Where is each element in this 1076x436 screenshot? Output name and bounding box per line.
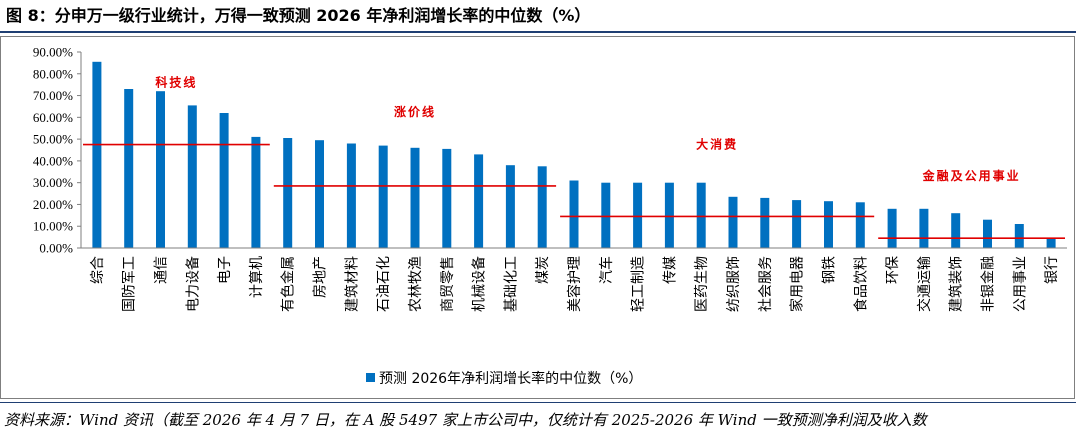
x-tick-label: 家用电器 xyxy=(789,256,806,312)
bar xyxy=(569,180,579,248)
source-note: 资料来源：Wind 资讯（截至 2026 年 4 月 7 日，在 A 股 549… xyxy=(4,411,927,429)
x-tick-label: 银行 xyxy=(1044,256,1060,284)
y-tick-label: 20.00% xyxy=(33,197,73,212)
x-tick-label: 商贸零售 xyxy=(440,256,456,312)
bar xyxy=(728,196,738,248)
x-tick-label: 轻工制造 xyxy=(631,256,647,312)
bar xyxy=(124,89,134,248)
bar xyxy=(887,208,897,248)
y-tick-label: 70.00% xyxy=(33,88,73,103)
bar xyxy=(474,154,484,248)
bar xyxy=(1014,224,1024,248)
bar xyxy=(760,197,770,248)
bar xyxy=(983,219,992,248)
bar xyxy=(537,166,547,248)
bar xyxy=(315,140,324,248)
x-tick-label: 电力设备 xyxy=(184,256,201,312)
x-tick-label: 石油石化 xyxy=(376,256,392,312)
x-tick-label: 基础化工 xyxy=(502,256,519,312)
x-tick-label: 房地产 xyxy=(313,256,329,298)
bar xyxy=(696,182,706,248)
bar xyxy=(951,213,961,248)
chart-frame xyxy=(0,36,1075,399)
x-axis: 综合 国防军工 通信 电力设备 电子 计算机 有色金属 房地产 建筑材料 石油石化 农林牧渔 商贸零售… xyxy=(81,247,1067,312)
x-tick-label: 建筑材料 xyxy=(344,256,360,312)
bar xyxy=(601,182,611,248)
y-tick-label: 10.00% xyxy=(33,219,73,234)
bar xyxy=(442,148,452,248)
x-tick-label: 建筑装饰 xyxy=(949,256,965,312)
y-tick-label: 90.00% xyxy=(33,45,73,60)
bar xyxy=(792,200,802,248)
x-tick-label: 通信 xyxy=(154,256,170,284)
x-tick-label: 纺织服饰 xyxy=(726,256,742,312)
bar xyxy=(187,105,197,249)
x-tick-label: 计算机 xyxy=(249,256,265,298)
x-tick-label: 电子 xyxy=(217,256,233,284)
reference-line-label: 金融及公用事业 xyxy=(922,168,1021,183)
x-tick-label: 综合 xyxy=(90,256,106,284)
x-tick-label: 汽车 xyxy=(598,256,615,284)
bar xyxy=(505,165,515,248)
reference-line-label: 涨价线 xyxy=(394,104,436,119)
bars xyxy=(92,61,1056,249)
title-divider xyxy=(0,31,1076,33)
x-tick-label: 交通运输 xyxy=(916,256,933,312)
bar xyxy=(1046,238,1056,248)
x-tick-label: 机械设备 xyxy=(471,256,488,312)
y-tick-label: 60.00% xyxy=(33,110,73,125)
bar xyxy=(855,202,865,248)
reference-line-label: 科技线 xyxy=(155,75,197,90)
x-tick-label: 煤炭 xyxy=(535,256,551,284)
reference-line-label: 大消费 xyxy=(696,136,738,151)
x-tick-label: 非银金融 xyxy=(981,256,997,312)
x-tick-label: 社会服务 xyxy=(758,256,774,312)
x-tick-label: 食品饮料 xyxy=(852,256,869,312)
bar xyxy=(92,61,102,248)
x-tick-label: 钢铁 xyxy=(822,256,838,284)
bar xyxy=(378,145,388,248)
y-tick-label: 50.00% xyxy=(33,132,73,147)
bar xyxy=(410,147,420,248)
bar xyxy=(633,182,643,248)
legend-label: 预测 2026年净利润增长率的中位数（%） xyxy=(379,370,642,387)
y-tick-label: 30.00% xyxy=(33,175,73,190)
legend-swatch xyxy=(366,373,375,382)
x-tick-label: 农林牧渔 xyxy=(408,256,424,312)
y-tick-label: 40.00% xyxy=(33,153,73,168)
bar xyxy=(824,201,833,248)
bar xyxy=(251,136,261,248)
x-tick-label: 环保 xyxy=(885,256,901,284)
x-tick-label: 传媒 xyxy=(662,256,678,284)
bar xyxy=(156,91,165,248)
bar xyxy=(664,182,674,248)
bar-chart: 0.00% 10.00% 20.00% 30.00% 40.00% 50.00% 60.00… xyxy=(33,45,1067,387)
x-tick-label: 有色金属 xyxy=(280,256,297,312)
bar xyxy=(219,113,229,248)
source-divider xyxy=(0,402,1076,403)
y-axis: 0.00% 10.00% 20.00% 30.00% 40.00% 50.00% 60.00… xyxy=(33,45,82,256)
legend: 预测 2026年净利润增长率的中位数（%） xyxy=(366,370,642,387)
x-tick-label: 公用事业 xyxy=(1012,256,1028,312)
x-tick-label: 国防军工 xyxy=(122,256,138,312)
y-tick-label: 80.00% xyxy=(33,66,73,81)
figure-title: 图 8：分申万一级行业统计，万得一致预测 2026 年净利润增长率的中位数（%） xyxy=(6,6,591,25)
x-tick-label: 医药生物 xyxy=(694,256,710,312)
bar xyxy=(346,143,356,248)
y-tick-label: 0.00% xyxy=(39,241,73,256)
bar xyxy=(919,208,929,248)
bar xyxy=(283,138,293,248)
x-tick-label: 美容护理 xyxy=(566,256,583,312)
